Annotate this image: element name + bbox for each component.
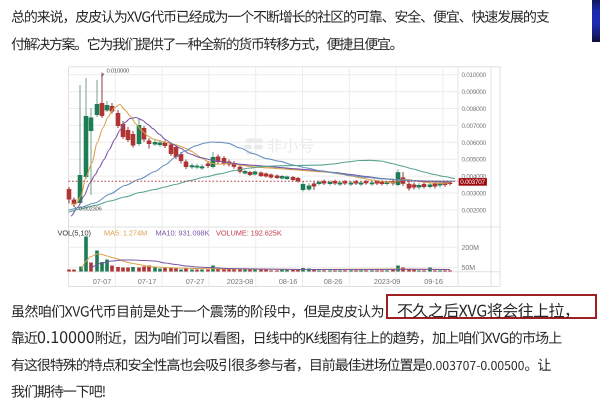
svg-text:09-16: 09-16 [424,277,442,286]
svg-text:0.004000: 0.004000 [462,174,487,181]
svg-text:0.002306: 0.002306 [79,207,103,213]
svg-text:0.003707: 0.003707 [460,179,485,186]
svg-text:0.007000: 0.007000 [462,123,487,130]
svg-text:MA5: 1.274M: MA5: 1.274M [104,228,147,237]
svg-text:2023-09: 2023-09 [374,277,400,286]
svg-text:0.009000: 0.009000 [462,89,487,96]
svg-text:VOLUME: 192.625K: VOLUME: 192.625K [216,228,282,237]
svg-text:0.005000: 0.005000 [462,157,487,164]
svg-text:08-16: 08-16 [279,277,297,286]
svg-text:07-27: 07-27 [186,277,204,286]
svg-text:0.010000: 0.010000 [462,72,487,79]
svg-text:08-26: 08-26 [324,277,342,286]
svg-text:07-07: 07-07 [93,277,111,286]
svg-text:MA10: 931.098K: MA10: 931.098K [156,228,210,237]
svg-text:0.006000: 0.006000 [462,140,487,147]
svg-text:0.003000: 0.003000 [462,191,487,198]
svg-text:0.002000: 0.002000 [462,207,487,214]
svg-text:0.010000: 0.010000 [107,68,131,74]
svg-text:07-17: 07-17 [138,277,156,286]
svg-text:VOL(5,10): VOL(5,10) [58,228,91,237]
svg-text:0.008000: 0.008000 [462,106,487,113]
svg-text:2023-08: 2023-08 [227,277,253,286]
svg-text:50M: 50M [462,265,476,272]
svg-text:200M: 200M [462,245,480,252]
